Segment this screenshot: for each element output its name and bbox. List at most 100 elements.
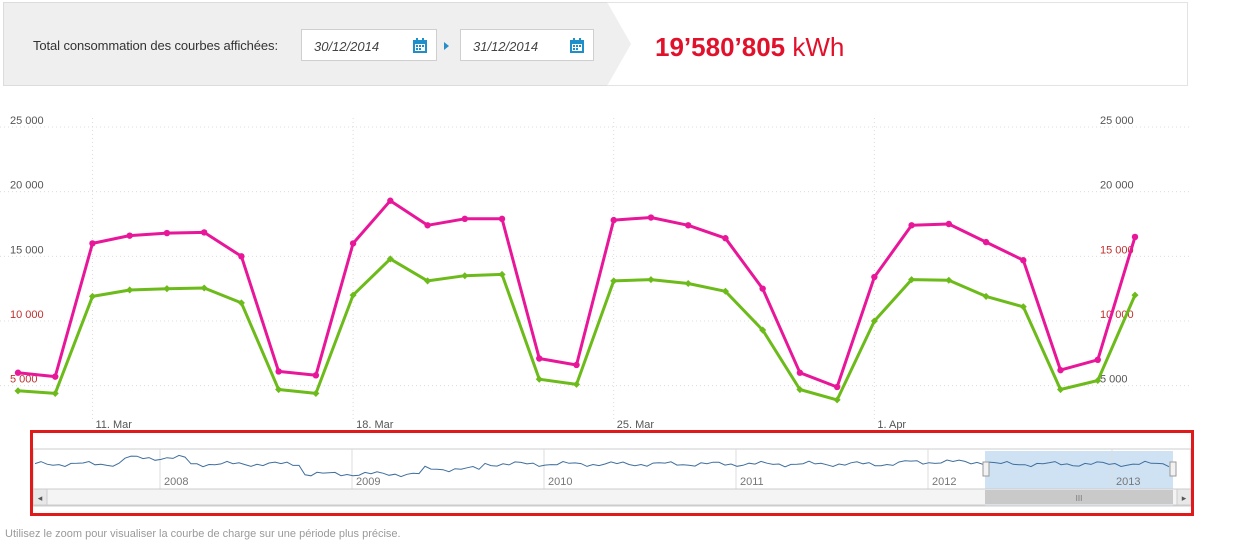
data-point[interactable]	[684, 279, 692, 288]
total-consumption: 19’580’805 kWh	[655, 32, 844, 63]
y-axis-left: 25 000 20 000 15 000 10 000 5 000	[10, 115, 44, 386]
data-point[interactable]	[1020, 257, 1027, 264]
data-point[interactable]	[163, 229, 171, 237]
zoom-hint: Utilisez le zoom pour visualiser la cour…	[5, 528, 401, 540]
data-point[interactable]	[51, 389, 59, 397]
scroll-left-button[interactable]	[32, 488, 48, 506]
data-point[interactable]	[14, 387, 22, 395]
navigator-handle-right[interactable]	[1169, 461, 1177, 477]
data-point[interactable]	[908, 222, 915, 229]
data-point[interactable]	[833, 396, 841, 404]
data-point[interactable]	[498, 270, 506, 278]
data-point[interactable]	[945, 220, 953, 228]
calendar-icon[interactable]	[569, 38, 585, 54]
data-point[interactable]	[88, 292, 97, 300]
y-tick-label-right: 25 000	[1100, 115, 1134, 127]
data-point[interactable]	[945, 276, 953, 284]
data-point[interactable]	[610, 216, 617, 224]
data-point[interactable]	[1057, 366, 1064, 374]
data-point[interactable]	[387, 197, 394, 204]
data-point[interactable]	[461, 272, 469, 280]
data-point[interactable]	[871, 273, 878, 281]
data-point[interactable]	[759, 285, 766, 292]
data-point[interactable]	[200, 229, 208, 236]
date-to-value: 31/12/2014	[473, 39, 539, 54]
navigator-series	[34, 454, 1170, 478]
date-from-field[interactable]: 30/12/2014	[301, 29, 437, 61]
data-point[interactable]	[536, 355, 543, 362]
data-point[interactable]	[1094, 356, 1101, 363]
data-point[interactable]	[1019, 303, 1027, 311]
navigator-year-label: 2012	[932, 476, 956, 488]
data-point[interactable]	[349, 240, 357, 247]
x-tick-label: 1. Apr	[877, 419, 906, 430]
data-point[interactable]	[200, 284, 208, 292]
navigator-year-label: 2013	[1116, 476, 1140, 488]
data-point[interactable]	[721, 287, 729, 295]
data-point[interactable]	[386, 255, 394, 263]
y-tick-label-right: 15 000	[1100, 244, 1134, 256]
data-point[interactable]	[312, 389, 320, 397]
scroll-left-icon: ◂	[38, 493, 43, 503]
x-tick-label: 25. Mar	[617, 419, 655, 430]
data-point[interactable]	[14, 369, 22, 376]
data-point[interactable]	[722, 235, 729, 242]
data-point[interactable]	[870, 317, 878, 325]
data-point[interactable]	[535, 375, 543, 383]
data-point[interactable]	[237, 299, 245, 307]
data-point[interactable]	[126, 232, 133, 239]
data-point[interactable]	[647, 276, 655, 284]
data-point[interactable]	[833, 383, 841, 391]
data-point[interactable]	[610, 277, 618, 285]
data-point[interactable]	[424, 277, 432, 285]
data-point[interactable]	[89, 240, 96, 247]
data-point[interactable]	[126, 286, 134, 294]
data-point[interactable]	[1131, 233, 1139, 241]
y-tick-label-left: 5 000	[10, 374, 38, 386]
data-point[interactable]	[275, 368, 282, 375]
data-point[interactable]	[275, 386, 283, 394]
data-point[interactable]	[312, 372, 320, 379]
data-point[interactable]	[461, 215, 468, 223]
total-value: 19’580’805	[655, 32, 786, 62]
data-point[interactable]	[573, 361, 580, 369]
series-line-0	[17, 199, 1137, 389]
calendar-icon[interactable]	[412, 38, 428, 54]
data-point[interactable]	[647, 214, 655, 221]
load-curve-chart[interactable]: 25 000 20 000 15 000 10 000 5 000 25 000 20 0…	[0, 100, 1242, 430]
data-point[interactable]	[163, 285, 171, 293]
consumption-header: Total consommation des courbes affichées…	[3, 2, 1188, 86]
chart-grid	[0, 118, 1190, 422]
navigator-year-label: 2009	[356, 476, 380, 488]
date-from-value: 30/12/2014	[314, 39, 380, 54]
zoom-navigator[interactable]: 2008 2009 2010 2011 2012 2013 III ◂ ▸	[0, 430, 1242, 520]
data-point[interactable]	[572, 380, 581, 388]
data-point[interactable]	[424, 222, 431, 229]
data-point[interactable]	[498, 215, 506, 223]
x-tick-label: 11. Mar	[95, 419, 132, 430]
data-point[interactable]	[238, 253, 245, 260]
date-range-arrow-icon	[444, 42, 449, 50]
data-point[interactable]	[796, 369, 804, 376]
y-tick-label-right: 20 000	[1100, 180, 1134, 192]
data-point[interactable]	[685, 222, 692, 229]
data-point[interactable]	[982, 292, 990, 300]
data-point[interactable]	[759, 326, 767, 334]
y-tick-label-left: 20 000	[10, 180, 44, 192]
scroll-grip-icon: III	[1076, 494, 1083, 503]
data-point[interactable]	[349, 291, 357, 299]
data-point[interactable]	[52, 373, 59, 380]
y-tick-label-left: 10 000	[10, 309, 44, 321]
navigator-handle-left[interactable]	[982, 461, 990, 477]
data-point[interactable]	[796, 386, 804, 394]
x-axis: 11. Mar 18. Mar 25. Mar 1. Apr	[95, 419, 906, 430]
navigator-year-label: 2011	[740, 476, 764, 488]
data-point[interactable]	[982, 238, 990, 246]
data-point[interactable]	[908, 276, 916, 284]
panel-arrow	[607, 2, 631, 86]
navigator-scroll-thumb[interactable]	[985, 490, 1173, 504]
series-line-1	[17, 257, 1137, 402]
series-layer	[14, 197, 1139, 404]
date-to-field[interactable]: 31/12/2014	[460, 29, 594, 61]
